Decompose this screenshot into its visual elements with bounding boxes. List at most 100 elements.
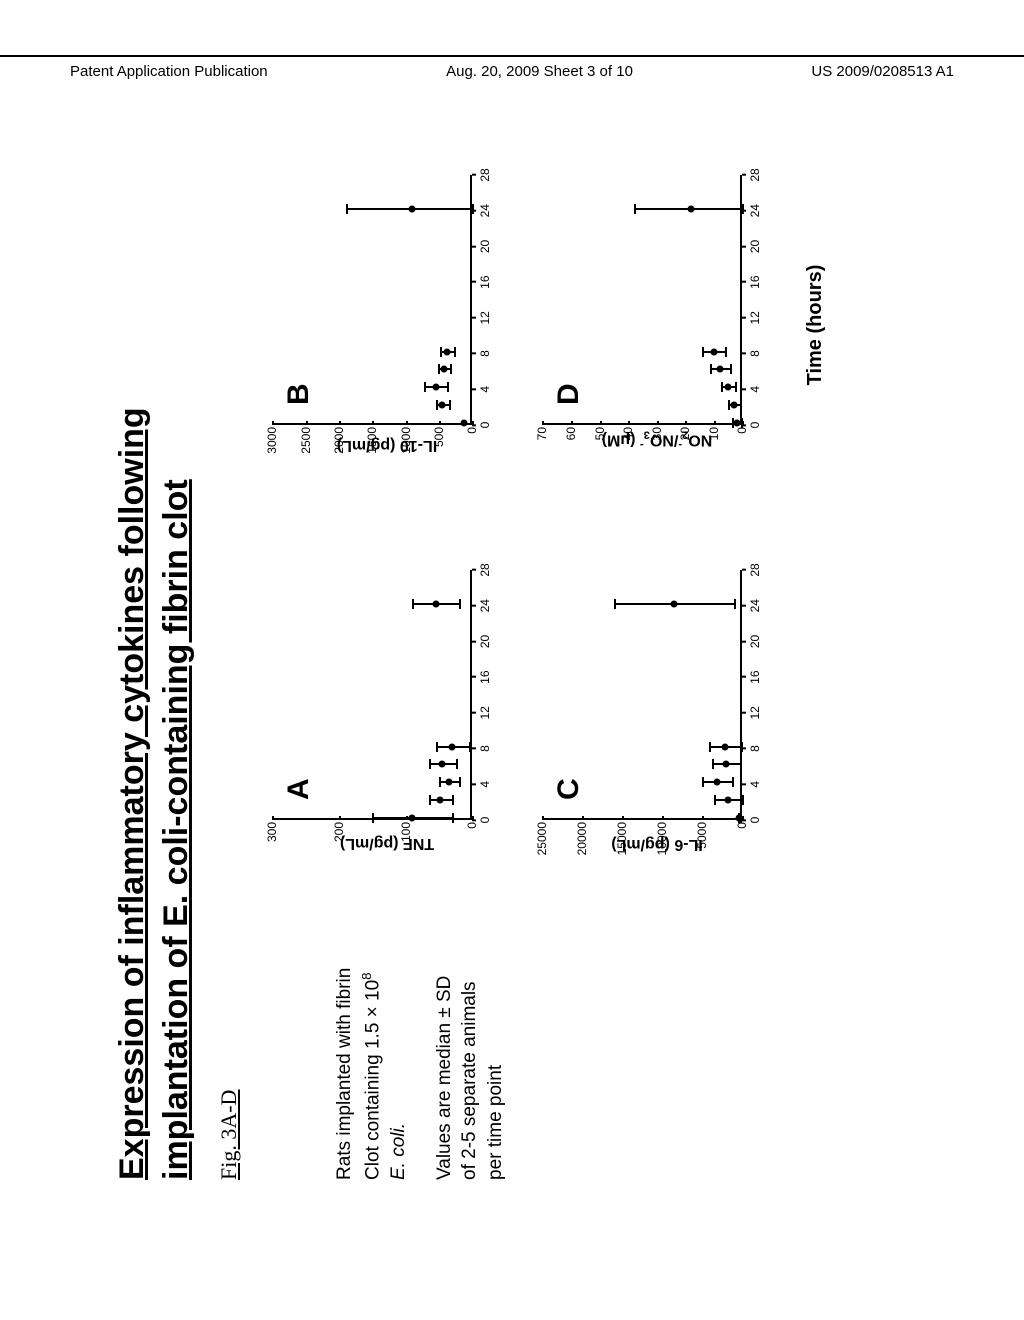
caption-p1-l2: Clot containing 1.5 × 10 xyxy=(362,980,383,1180)
x-ticks-b: 0481216202428 xyxy=(474,175,494,425)
error-cap xyxy=(372,813,374,823)
y-tick-label: 2000 xyxy=(332,427,346,465)
x-tick-label: 12 xyxy=(748,706,762,719)
x-tick-label: 8 xyxy=(748,745,762,752)
error-cap xyxy=(439,777,441,787)
error-cap xyxy=(454,347,456,357)
y-tick-label: 100 xyxy=(399,822,413,860)
x-ticks-a: 0481216202428 xyxy=(474,570,494,820)
chart-panel-d: NO2-/NO3- (μM) 010203040506070 D 0481216… xyxy=(532,155,782,495)
error-cap xyxy=(721,382,723,392)
error-cap xyxy=(459,599,461,609)
y-tick-label: 0 xyxy=(465,822,479,860)
data-point xyxy=(716,366,723,373)
x-tick-label: 0 xyxy=(748,817,762,824)
caption-exponent: 8 xyxy=(359,972,374,979)
x-tick-label: 4 xyxy=(748,781,762,788)
y-tick-label: 70 xyxy=(535,427,549,465)
y-tick-label: 500 xyxy=(432,427,446,465)
data-point xyxy=(446,779,453,786)
x-tick-label: 0 xyxy=(748,422,762,429)
data-point xyxy=(432,384,439,391)
data-point xyxy=(725,384,732,391)
error-cap xyxy=(447,382,449,392)
error-cap xyxy=(735,382,737,392)
x-tick-label: 24 xyxy=(478,599,492,612)
caption-p2-l3: per time point xyxy=(485,1065,506,1180)
title-line-2: implantation of E. coli-containing fibri… xyxy=(157,479,195,1180)
x-tick-label: 28 xyxy=(748,563,762,576)
error-cap xyxy=(614,599,616,609)
y-ticks-a: 0100200300 xyxy=(272,822,472,860)
data-point xyxy=(710,348,717,355)
error-cap xyxy=(429,795,431,805)
x-tick-label: 0 xyxy=(478,422,492,429)
data-point xyxy=(449,743,456,750)
error-cap xyxy=(740,759,742,769)
y-tick-label: 200 xyxy=(332,822,346,860)
figure-title: Expression of inflammatory cytokines fol… xyxy=(110,140,198,1180)
x-tick-label: 28 xyxy=(478,563,492,576)
error-cap xyxy=(346,204,348,214)
error-cap xyxy=(424,382,426,392)
error-cap xyxy=(702,777,704,787)
error-cap xyxy=(436,742,438,752)
error-cap xyxy=(440,347,442,357)
data-point xyxy=(437,797,444,804)
y-tick-label: 40 xyxy=(621,427,635,465)
x-tick-label: 20 xyxy=(748,240,762,253)
error-cap xyxy=(449,400,451,410)
panel-letter-d: D xyxy=(552,383,586,405)
error-cap xyxy=(469,742,471,752)
header-right: US 2009/0208513 A1 xyxy=(811,63,954,80)
error-cap xyxy=(450,364,452,374)
error-cap xyxy=(712,759,714,769)
header-center: Aug. 20, 2009 Sheet 3 of 10 xyxy=(446,63,633,80)
caption-p2-l2: of 2-5 separate animals xyxy=(459,981,480,1180)
caption-p2-l1: Values are median ± SD xyxy=(434,976,455,1180)
title-line-1: Expression of inflammatory cytokines fol… xyxy=(113,407,151,1180)
data-point xyxy=(432,600,439,607)
y-ticks-d: 010203040506070 xyxy=(542,427,742,465)
x-tick-label: 28 xyxy=(478,168,492,181)
y-tick-label: 20 xyxy=(678,427,692,465)
error-cap xyxy=(456,759,458,769)
error-cap xyxy=(710,364,712,374)
x-tick-label: 28 xyxy=(748,168,762,181)
x-tick-label: 16 xyxy=(748,670,762,683)
y-tick-label: 0 xyxy=(735,427,749,465)
data-point xyxy=(687,205,694,212)
error-cap xyxy=(412,599,414,609)
error-cap xyxy=(452,795,454,805)
x-tick-label: 4 xyxy=(748,386,762,393)
y-tick-label: 5000 xyxy=(695,822,709,860)
error-cap xyxy=(725,347,727,357)
chart-panel-c: IL-6 (pg/mL) 0500010000150002000025000 C… xyxy=(532,550,782,890)
x-tick-label: 0 xyxy=(478,817,492,824)
x-tick-label: 24 xyxy=(748,204,762,217)
x-tick-label: 12 xyxy=(748,311,762,324)
error-cap xyxy=(452,813,454,823)
data-point xyxy=(724,797,731,804)
x-tick-label: 20 xyxy=(748,635,762,648)
error-cap xyxy=(459,777,461,787)
header-left: Patent Application Publication xyxy=(70,63,268,80)
x-tick-label: 8 xyxy=(748,350,762,357)
x-ticks-d: 0481216202428 xyxy=(744,175,764,425)
y-tick-label: 10000 xyxy=(655,822,669,860)
y-tick-label: 0 xyxy=(735,822,749,860)
data-point xyxy=(723,761,730,768)
error-cap xyxy=(740,400,742,410)
error-cap xyxy=(429,759,431,769)
panel-letter-c: C xyxy=(552,778,586,800)
error-cap xyxy=(714,795,716,805)
x-tick-label: 24 xyxy=(478,204,492,217)
error-cap xyxy=(709,742,711,752)
data-point xyxy=(439,402,446,409)
x-axis-label: Time (hours) xyxy=(804,0,827,705)
error-cap xyxy=(702,347,704,357)
y-tick-label: 15000 xyxy=(615,822,629,860)
patent-header: Patent Application Publication Aug. 20, … xyxy=(0,55,1024,80)
data-point xyxy=(439,761,446,768)
data-point xyxy=(730,402,737,409)
